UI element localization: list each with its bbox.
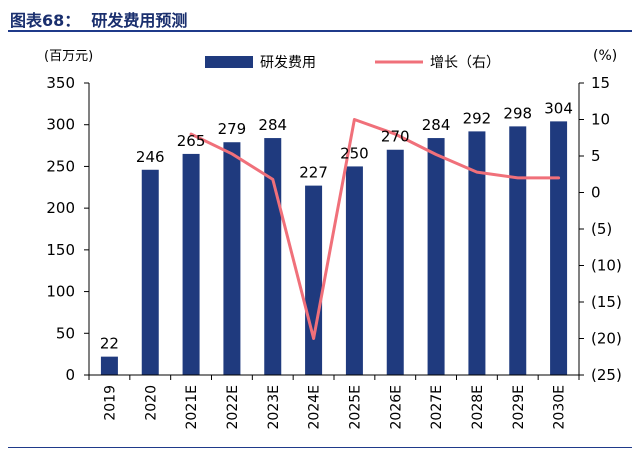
- left-tick-label: 150: [46, 241, 75, 259]
- bar-value-label: 227: [299, 164, 328, 182]
- bar-2027E: [427, 138, 445, 375]
- x-tick-label: 2026E: [388, 385, 404, 429]
- right-tick-label: (10): [591, 257, 622, 275]
- bar-value-labels: 22 246 265 279 284 227 250 270 284 292 298 304: [100, 99, 573, 352]
- x-tick-label: 2023E: [266, 385, 282, 429]
- legend-line-label: 增长（右）: [430, 55, 500, 71]
- left-tick-label: 250: [46, 157, 75, 175]
- x-tick-label: 2022E: [225, 385, 241, 429]
- bar-value-label: 284: [258, 116, 287, 134]
- bar-value-label: 304: [544, 99, 573, 117]
- bar-value-label: 270: [381, 128, 410, 146]
- right-tick-label: 15: [591, 74, 610, 92]
- x-tick-label: 2029E: [511, 385, 527, 429]
- legend-bar-label: 研发费用: [260, 55, 316, 71]
- x-tick-label: 2027E: [429, 385, 445, 429]
- right-axis-unit: (%): [593, 48, 617, 64]
- bar-value-label: 292: [463, 109, 492, 127]
- x-axis: 2019 2020 2021E 2022E 2023E 2024E 2025E 2026E 20…: [88, 374, 580, 429]
- bar-2022E: [223, 142, 241, 375]
- left-tick-label: 200: [46, 199, 75, 217]
- bar-2019: [100, 356, 118, 375]
- bar-2021E: [182, 153, 200, 375]
- x-tick-label: 2024E: [307, 385, 323, 429]
- bar-2020: [141, 169, 159, 375]
- right-tick-label: (20): [591, 330, 622, 348]
- bar-series: [100, 121, 568, 376]
- x-tick-label: 2020: [143, 385, 159, 421]
- right-tick-label: (5): [591, 220, 612, 238]
- chart-legend: 研发费用 增长（右）: [205, 55, 500, 71]
- growth-line-series: [189, 118, 561, 340]
- bar-2029E: [509, 126, 527, 375]
- left-tick-label: 300: [46, 116, 75, 134]
- bar-2028E: [468, 131, 486, 375]
- bar-2024E: [305, 185, 323, 375]
- bar-value-label: 246: [136, 148, 165, 166]
- x-tick-label: 2030E: [552, 385, 568, 429]
- bar-value-label: 298: [503, 104, 532, 122]
- x-tick-label: 2021E: [184, 385, 200, 429]
- bottom-rule: [8, 447, 632, 448]
- left-tick-label: 50: [56, 324, 75, 342]
- bar-2026E: [386, 149, 404, 375]
- bar-value-label: 284: [422, 116, 451, 134]
- x-tick-label: 2028E: [470, 385, 486, 429]
- left-tick-label: 100: [46, 283, 75, 301]
- figure-title: 图表68： 研发费用预测: [10, 11, 188, 30]
- right-tick-label: 0: [591, 184, 601, 202]
- bar-value-label: 22: [100, 335, 119, 353]
- x-tick-label: 2025E: [347, 385, 363, 429]
- bar-value-label: 250: [340, 144, 369, 162]
- right-tick-label: 10: [591, 111, 610, 129]
- left-axis-unit: (百万元): [44, 49, 93, 64]
- bar-2025E: [345, 166, 363, 375]
- bar-2023E: [264, 138, 282, 375]
- bar-value-label: 265: [177, 132, 206, 150]
- figure-header: 图表68： 研发费用预测: [8, 6, 632, 32]
- bar-2030E: [550, 121, 568, 376]
- growth-line: [189, 118, 561, 340]
- legend-bar-swatch: [205, 56, 253, 68]
- right-tick-label: 5: [591, 147, 601, 165]
- right-y-axis: (25) (20) (15) (10) (5) 0 5 10 15 (%): [578, 48, 622, 384]
- right-tick-label: (15): [591, 293, 622, 311]
- right-tick-label: (25): [591, 366, 622, 384]
- left-tick-label: 350: [46, 74, 75, 92]
- bar-value-label: 279: [218, 120, 247, 138]
- left-tick-label: 0: [65, 366, 75, 384]
- left-y-axis: 0 50 100 150 200 250 300 350 (百万元): [44, 49, 93, 384]
- x-tick-label: 2019: [102, 385, 118, 421]
